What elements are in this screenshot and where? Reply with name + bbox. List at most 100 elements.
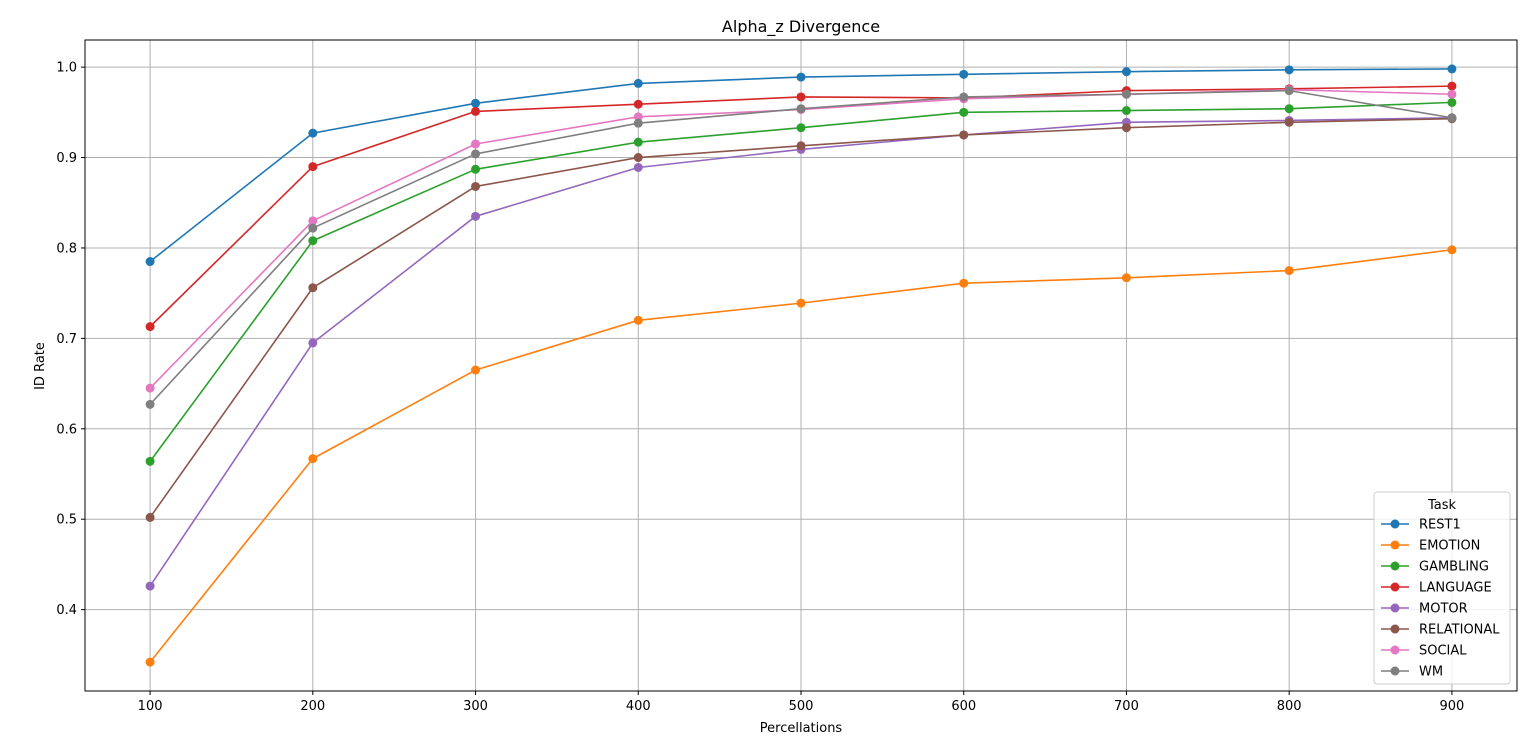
- legend-marker-relational: [1390, 624, 1400, 634]
- data-point-relational: [308, 283, 318, 293]
- data-point-language: [633, 99, 643, 109]
- legend-label-social: SOCIAL: [1419, 644, 1467, 659]
- legend-marker-wm: [1390, 666, 1400, 676]
- data-point-rest1: [471, 98, 481, 108]
- data-point-wm: [633, 118, 643, 128]
- data-point-relational: [1121, 123, 1131, 133]
- axis-ticks: 100 200 300 400 500 600 700 800 900 0.4 0.5 0.6 0.7 0…: [56, 61, 1464, 714]
- data-point-language: [1447, 81, 1457, 91]
- legend-marker-language: [1390, 582, 1400, 592]
- data-point-wm: [1447, 113, 1457, 123]
- data-point-language: [796, 92, 806, 102]
- x-tick-label: 900: [1439, 699, 1464, 714]
- legend-item-emotion: EMOTION: [1381, 539, 1480, 554]
- data-point-social: [145, 383, 155, 393]
- data-point-language: [471, 106, 481, 116]
- data-point-emotion: [1121, 273, 1131, 283]
- legend: Task REST1EMOTIONGAMBLINGLANGUAGEMOTORRE…: [1373, 491, 1511, 685]
- x-tick-label: 800: [1277, 699, 1302, 714]
- data-point-social: [633, 112, 643, 122]
- legend-item-relational: RELATIONAL: [1381, 623, 1500, 638]
- y-tick-label: 1.0: [56, 61, 77, 76]
- legend-label-relational: RELATIONAL: [1419, 623, 1500, 638]
- y-tick-label: 0.7: [56, 332, 77, 347]
- data-point-social: [308, 216, 318, 226]
- x-tick-label: 600: [951, 699, 976, 714]
- y-axis-title: ID Rate: [33, 342, 48, 390]
- data-point-rest1: [1447, 64, 1457, 74]
- data-point-language: [308, 162, 318, 172]
- data-point-rest1: [959, 69, 969, 79]
- data-point-emotion: [308, 454, 318, 464]
- y-tick-label: 0.5: [56, 513, 77, 528]
- data-point-wm: [1121, 89, 1131, 99]
- legend-marker-emotion: [1390, 540, 1400, 550]
- legend-label-motor: MOTOR: [1419, 602, 1468, 617]
- x-tick-label: 200: [300, 699, 325, 714]
- legend-title: Task: [1427, 498, 1457, 513]
- data-point-motor: [633, 162, 643, 172]
- legend-label-gambling: GAMBLING: [1419, 560, 1489, 575]
- y-tick-label: 0.6: [56, 422, 77, 437]
- data-point-relational: [796, 141, 806, 151]
- data-point-wm: [471, 149, 481, 159]
- data-point-wm: [796, 104, 806, 114]
- legend-item-gambling: GAMBLING: [1381, 560, 1489, 575]
- data-point-gambling: [471, 164, 481, 174]
- x-tick-label: 500: [789, 699, 814, 714]
- data-point-rest1: [633, 78, 643, 88]
- legend-item-language: LANGUAGE: [1381, 581, 1492, 596]
- data-point-emotion: [1447, 245, 1457, 255]
- series-rest1: [145, 64, 1457, 267]
- data-point-gambling: [796, 123, 806, 133]
- series-lines: [145, 64, 1457, 667]
- data-point-wm: [959, 92, 969, 102]
- y-tick-label: 0.9: [56, 151, 77, 166]
- data-point-emotion: [145, 657, 155, 667]
- legend-item-wm: WM: [1381, 665, 1443, 680]
- legend-item-social: SOCIAL: [1381, 644, 1467, 659]
- data-point-wm: [1284, 86, 1294, 96]
- data-point-wm: [145, 399, 155, 409]
- series-relational: [145, 114, 1457, 522]
- y-tick-label: 0.4: [56, 603, 77, 618]
- data-point-relational: [1284, 117, 1294, 127]
- x-tick-label: 100: [138, 699, 163, 714]
- legend-marker-social: [1390, 645, 1400, 655]
- legend-item-rest1: REST1: [1381, 518, 1461, 533]
- data-point-rest1: [308, 128, 318, 138]
- legend-box: [1373, 491, 1511, 685]
- series-gambling: [145, 97, 1457, 466]
- data-point-social: [1447, 89, 1457, 99]
- legend-items: REST1 EMOTION GAMBLING LANGUAGE MOTOR RELATIO…: [1381, 518, 1500, 680]
- data-point-motor: [471, 211, 481, 221]
- x-tick-label: 700: [1114, 699, 1139, 714]
- legend-marker-motor: [1390, 603, 1400, 613]
- data-point-language: [145, 322, 155, 332]
- data-point-relational: [145, 512, 155, 522]
- data-point-emotion: [796, 298, 806, 308]
- data-point-rest1: [1284, 65, 1294, 75]
- legend-marker-gambling: [1390, 561, 1400, 571]
- data-point-emotion: [1284, 266, 1294, 276]
- data-point-motor: [308, 338, 318, 348]
- data-point-rest1: [145, 257, 155, 267]
- x-tick-label: 400: [626, 699, 651, 714]
- data-point-emotion: [959, 278, 969, 288]
- legend-label-emotion: EMOTION: [1419, 539, 1480, 554]
- data-point-gambling: [633, 137, 643, 147]
- legend-item-motor: MOTOR: [1381, 602, 1468, 617]
- data-point-social: [471, 139, 481, 149]
- data-point-emotion: [471, 365, 481, 375]
- data-point-gambling: [308, 236, 318, 246]
- legend-label-wm: WM: [1419, 665, 1443, 680]
- legend-label-language: LANGUAGE: [1419, 581, 1492, 596]
- data-point-motor: [145, 581, 155, 591]
- data-point-gambling: [959, 107, 969, 117]
- data-point-gambling: [145, 456, 155, 466]
- legend-marker-rest1: [1390, 519, 1400, 529]
- data-point-gambling: [1284, 104, 1294, 114]
- data-point-emotion: [633, 315, 643, 325]
